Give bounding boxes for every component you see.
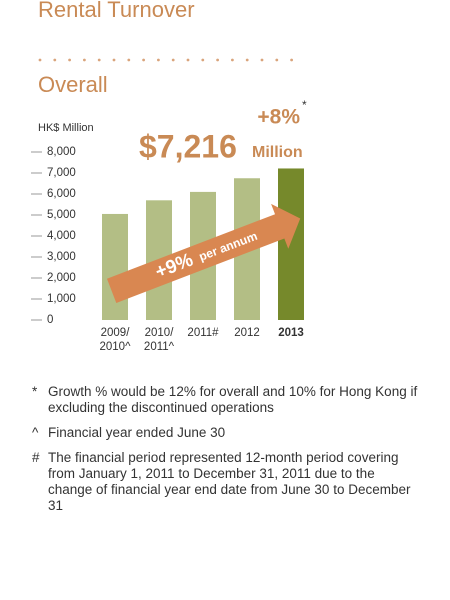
growth-label: +8% — [257, 106, 300, 129]
footnote: # The financial period represented 12-mon… — [32, 450, 422, 514]
page-title: Rental Turnover — [38, 0, 195, 22]
dot — [83, 58, 86, 62]
y-tick-label: 3,000 — [47, 251, 76, 263]
total-label: $7,216 — [139, 128, 237, 164]
y-tick-label: 4,000 — [47, 230, 76, 242]
footnote-marker: * — [32, 384, 38, 399]
bar — [278, 168, 304, 320]
dot — [216, 58, 220, 62]
footnote-text: Financial year ended June 30 — [48, 425, 226, 440]
growth-note: * — [302, 98, 307, 112]
y-tick-label: 7,000 — [47, 167, 76, 179]
dot — [290, 58, 293, 62]
y-tick-label: 2,000 — [47, 272, 76, 284]
divider — [38, 58, 293, 62]
footnote-text: Growth % would be 12% for overall and 10… — [48, 384, 418, 415]
footnote-text: The financial period represented 12-mont… — [48, 450, 411, 513]
y-tick-label: 8,000 — [47, 146, 76, 158]
y-tick-label: 5,000 — [47, 209, 76, 221]
y-tick-label: 1,000 — [47, 293, 76, 305]
dot — [231, 58, 234, 62]
y-tick-label: 0 — [47, 314, 53, 326]
total-unit: Million — [252, 144, 303, 161]
dot — [112, 58, 116, 62]
dot — [245, 58, 249, 62]
dot — [275, 58, 279, 62]
bar — [102, 213, 128, 320]
dot — [127, 58, 131, 62]
dot — [38, 58, 42, 62]
section-title: Overall — [38, 72, 108, 97]
x-tick-label: 2010/2011^ — [144, 327, 175, 353]
footnote: * Growth % would be 12% for overall and 1… — [32, 384, 422, 416]
y-axis-label: HK$ Million — [38, 122, 94, 134]
dot — [157, 58, 160, 62]
footnote-marker: # — [32, 450, 40, 465]
dot — [97, 58, 101, 62]
dot — [171, 58, 175, 62]
y-tick-label: 6,000 — [47, 188, 76, 200]
dot — [201, 58, 205, 62]
x-tick-label: 2011# — [187, 327, 219, 339]
x-tick-label: 2013 — [278, 327, 304, 339]
x-tick-label: 2012 — [234, 327, 260, 339]
x-tick-label: 2009/2010^ — [100, 327, 132, 353]
dot — [68, 58, 71, 62]
footnote: ^ Financial year ended June 30 — [32, 425, 422, 441]
chart: Rental Turnover Overall HK$ Million +8% … — [31, 0, 307, 353]
dot — [142, 58, 146, 62]
footnote-marker: ^ — [32, 425, 39, 440]
dot — [186, 58, 190, 62]
dot — [53, 58, 57, 62]
dot — [260, 58, 264, 62]
